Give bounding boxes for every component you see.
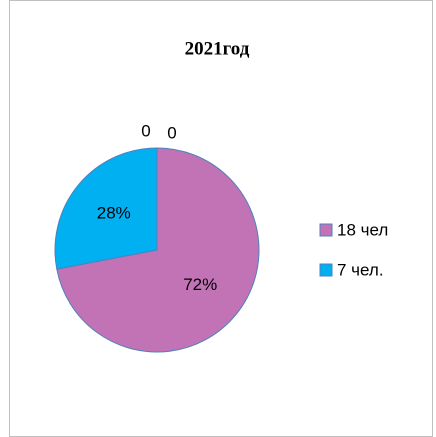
legend-label: 18 чел — [337, 220, 388, 239]
chart-title: 2021год — [185, 38, 250, 59]
data-label: 28% — [97, 204, 131, 223]
data-label: 0 — [167, 123, 176, 142]
data-label: 0 — [141, 121, 150, 140]
legend-swatch — [319, 263, 333, 277]
pie-slice — [54, 147, 158, 270]
legend-swatch — [319, 223, 333, 237]
legend-label: 7 чел. — [337, 260, 384, 279]
pie-slice — [56, 147, 260, 353]
data-label: 72% — [183, 275, 217, 294]
